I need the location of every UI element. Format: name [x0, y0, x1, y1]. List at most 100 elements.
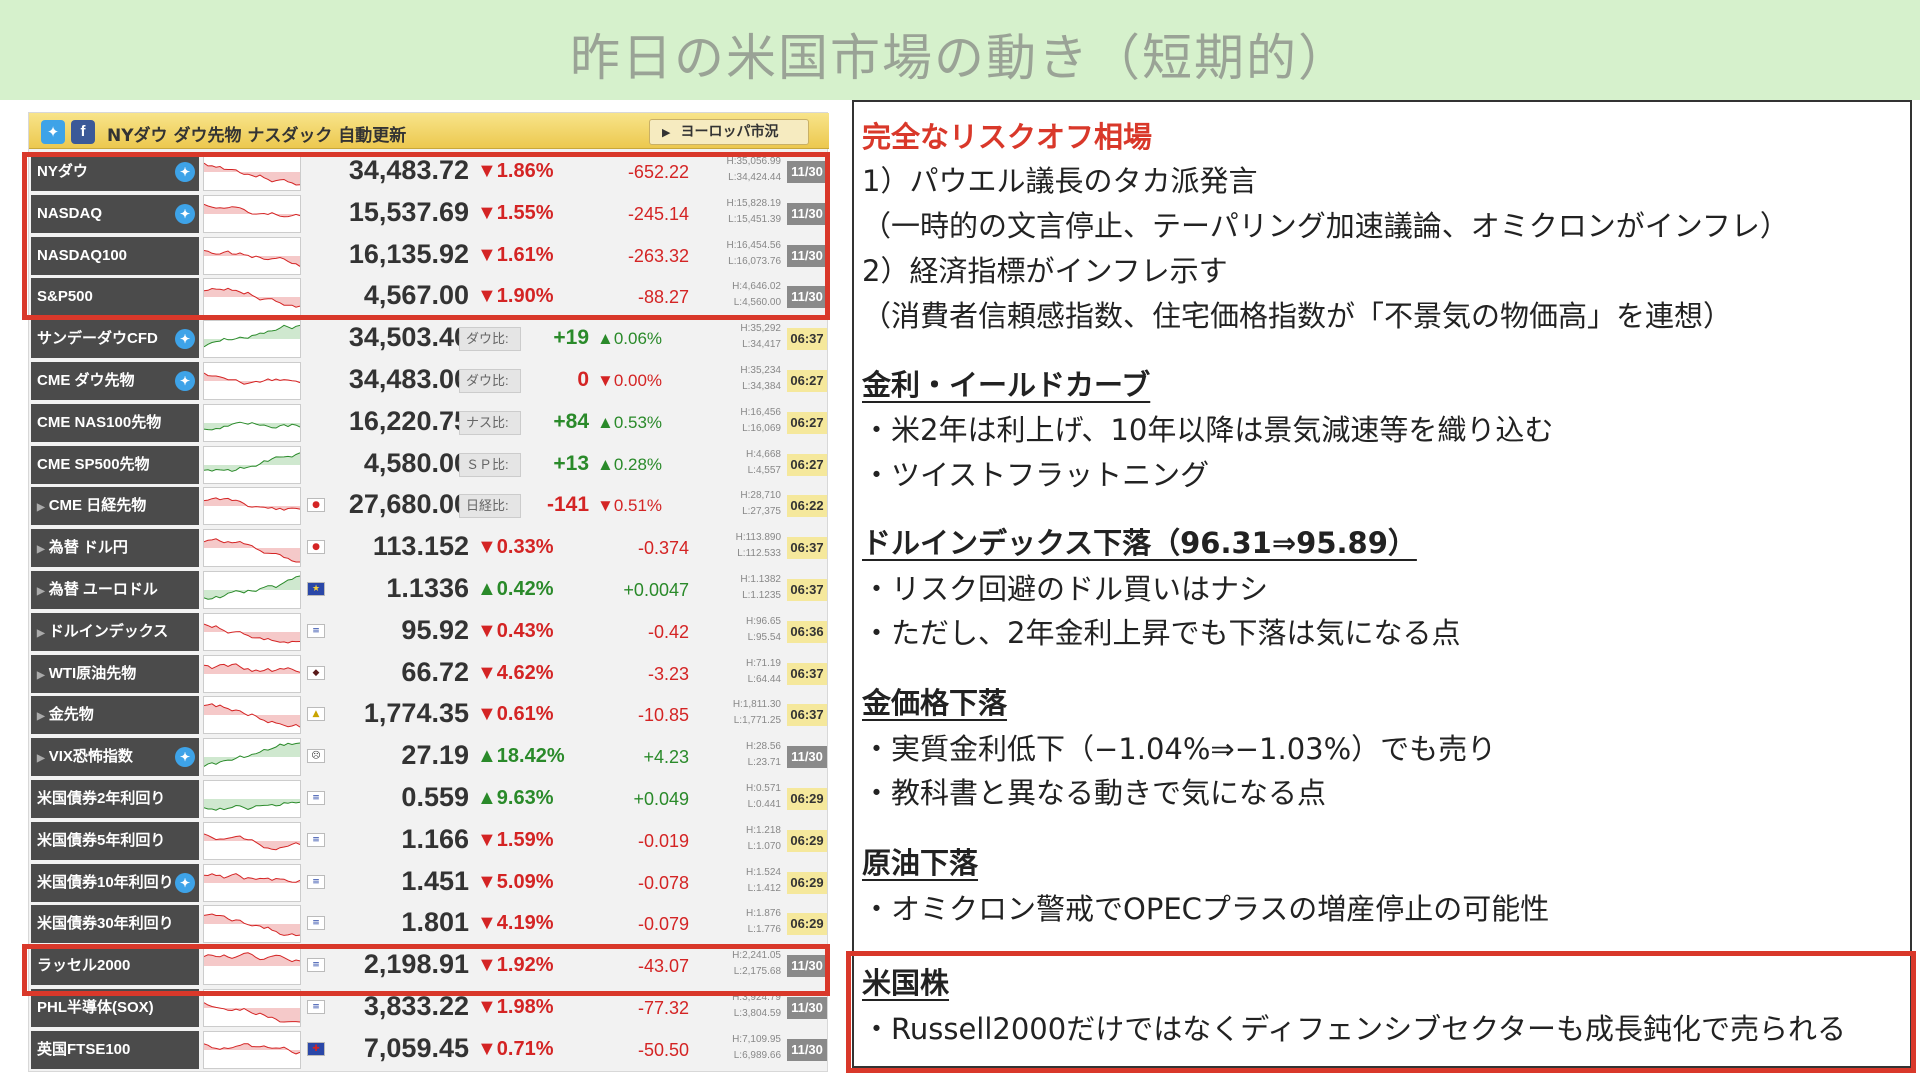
mini-chart[interactable] — [203, 320, 301, 359]
market-name[interactable]: ▶ ドルインデックス — [31, 612, 199, 651]
market-row[interactable]: ▶ CME 日経先物 ● 27,680.00 日経比: -141 ▼0.51% H:28,71… — [29, 485, 829, 527]
high-low: H:3,924.79 L:3,804.59 — [689, 990, 781, 1022]
mini-chart[interactable] — [203, 989, 301, 1027]
mini-chart[interactable] — [203, 738, 301, 777]
market-row[interactable]: S&P500 4,567.00 ▼1.90% -88.27 H:4,646.02 L:4,… — [29, 276, 829, 318]
market-name[interactable]: NASDAQ ✦ — [31, 194, 199, 233]
mini-chart[interactable] — [203, 236, 301, 275]
mini-chart[interactable] — [203, 194, 301, 233]
market-row[interactable]: PHL半導体(SOX) ≡ 3,833.22 ▼1.98% -77.32 H:3,924.… — [29, 987, 829, 1029]
market-row[interactable]: ▶ WTI原油先物 ◆ 66.72 ▼4.62% -3.23 H:71.19 L:64.44 0… — [29, 653, 829, 695]
market-name[interactable]: ▶ 為替 ユーロドル — [31, 571, 199, 609]
low-value: L:1.412 — [747, 882, 781, 894]
diff-value: +19 — [553, 326, 589, 350]
market-name[interactable]: 米国債券5年利回り — [31, 821, 199, 860]
twitter-icon[interactable]: ✦ — [175, 872, 195, 893]
market-row[interactable]: ラッセル2000 ≡ 2,198.91 ▼1.92% -43.07 H:2,241.05 L… — [29, 945, 829, 987]
market-value: 1.801 — [401, 907, 469, 938]
market-name[interactable]: CME ダウ先物 ✦ — [31, 362, 199, 400]
high-low: H:4,668 L:4,557 — [689, 447, 781, 479]
mini-chart[interactable] — [203, 821, 301, 860]
twitter-icon[interactable]: ✦ — [175, 162, 195, 182]
high-low: H:16,456 L:16,069 — [689, 405, 781, 437]
update-time: 11/30 — [787, 746, 827, 769]
market-value: 34,503.40 — [348, 322, 469, 353]
percent-change: ▼0.43% — [477, 619, 554, 642]
market-row[interactable]: ▶ 為替 ユーロドル ★ 1.1336 ▲0.42% +0.0047 H:1.1382 L:1… — [29, 569, 829, 611]
market-name[interactable]: NASDAQ100 — [31, 236, 199, 275]
market-row[interactable]: NASDAQ100 16,135.92 ▼1.61% -263.32 H:16,454.… — [29, 235, 829, 277]
mini-chart[interactable] — [203, 445, 301, 484]
mini-chart[interactable] — [203, 362, 301, 400]
mini-chart[interactable] — [203, 278, 301, 317]
low-value: L:16,069 — [742, 422, 781, 434]
high-value: H:1.876 — [745, 908, 781, 920]
market-row[interactable]: ▶ 為替 ドル円 ● 113.152 ▼0.33% -0.374 H:113.890 L:11… — [29, 527, 829, 569]
market-name[interactable]: ▶ CME 日経先物 — [31, 487, 199, 526]
mini-chart[interactable] — [203, 696, 301, 735]
mini-chart[interactable] — [203, 780, 301, 818]
mini-chart[interactable] — [203, 153, 301, 191]
twitter-icon[interactable]: ✦ — [41, 120, 65, 144]
high-low: H:35,292 L:34,417 — [689, 321, 781, 353]
market-value: 0.559 — [401, 782, 469, 812]
market-row[interactable]: 英国FTSE100 ✚ 7,059.45 ▼0.71% -50.50 H:7,109.95… — [29, 1029, 829, 1071]
mini-chart[interactable] — [203, 487, 301, 526]
mini-chart[interactable] — [203, 947, 301, 986]
mini-chart[interactable] — [203, 905, 301, 944]
market-name[interactable]: S&P500 — [31, 278, 199, 317]
facebook-icon[interactable]: f — [71, 120, 95, 144]
twitter-icon[interactable]: ✦ — [175, 203, 195, 224]
market-row[interactable]: NYダウ ✦ 34,483.72 ▼1.86% -652.22 H:35,056.99 L:… — [29, 151, 829, 193]
market-name[interactable]: サンデーダウCFD ✦ — [31, 320, 199, 359]
market-name[interactable]: ▶ 為替 ドル円 — [31, 529, 199, 568]
market-row[interactable]: CME NAS100先物 16,220.75 ナス比: +84 ▲0.53% H:16,4… — [29, 402, 829, 444]
mini-chart[interactable] — [203, 1030, 301, 1069]
market-value: 27,680.00 — [348, 489, 469, 520]
percent-change: ▼0.33% — [477, 536, 554, 559]
note-heading: ドルインデックス下落（96.31⇒95.89） — [862, 526, 1417, 560]
market-name[interactable]: ▶ 金先物 — [31, 696, 199, 735]
low-value: L:95.54 — [747, 631, 781, 643]
mini-chart[interactable] — [203, 529, 301, 568]
market-row[interactable]: ▶ ドルインデックス ≡ 95.92 ▼0.43% -0.42 H:96.65 L:95.54… — [29, 611, 829, 653]
market-row[interactable]: 米国債券30年利回り ≡ 1.801 ▼4.19% -0.079 H:1.876 L:1.7… — [29, 903, 829, 945]
twitter-icon[interactable]: ✦ — [175, 747, 195, 768]
title-band: 昨日の米国市場の動き（短期的） — [0, 0, 1920, 100]
market-name[interactable]: ラッセル2000 — [31, 947, 199, 986]
market-name[interactable]: 米国債券30年利回り — [31, 905, 199, 944]
market-name-label: 米国債券5年利回り — [37, 831, 166, 849]
market-name[interactable]: 英国FTSE100 — [31, 1030, 199, 1069]
market-row[interactable]: サンデーダウCFD ✦ 34,503.40 ダウ比: +19 ▲0.06% H:35,292… — [29, 318, 829, 360]
mini-chart[interactable] — [203, 571, 301, 609]
oil-flag-icon: ◆ — [307, 665, 325, 680]
market-name[interactable]: 米国債券10年利回り ✦ — [31, 863, 199, 902]
market-row[interactable]: CME ダウ先物 ✦ 34,483.00 ダウ比: 0 ▼0.00% H:35,234 L:3… — [29, 360, 829, 402]
mini-chart[interactable] — [203, 612, 301, 651]
point-change: -77.32 — [637, 998, 689, 1018]
high-low: H:0.571 L:0.441 — [689, 781, 781, 813]
market-row[interactable]: CME SP500先物 4,580.00 ＳＰ比: +13 ▲0.28% H:4,668 L… — [29, 444, 829, 486]
market-row[interactable]: ▶ VIX恐怖指数 ✦ ☹ 27.19 ▲18.42% +4.23 H:28.56 L:23.7… — [29, 736, 829, 778]
market-row[interactable]: 米国債券2年利回り ≡ 0.559 ▲9.63% +0.049 H:0.571 L:0.44… — [29, 778, 829, 820]
sparkline-chart — [203, 162, 301, 186]
market-row[interactable]: ▶ 金先物 ▲ 1,774.35 ▼0.61% -10.85 H:1,811.30 L:1,7… — [29, 694, 829, 736]
market-row[interactable]: 米国債券10年利回り ✦ ≡ 1.451 ▼5.09% -0.078 H:1.524 L:1.… — [29, 862, 829, 904]
market-name[interactable]: ▶ VIX恐怖指数 ✦ — [31, 738, 199, 777]
market-name[interactable]: CME NAS100先物 — [31, 403, 199, 442]
mini-chart[interactable] — [203, 863, 301, 902]
mini-chart[interactable] — [203, 654, 301, 693]
market-name[interactable]: CME SP500先物 — [31, 445, 199, 484]
market-name[interactable]: NYダウ ✦ — [31, 153, 199, 191]
market-name[interactable]: PHL半導体(SOX) — [31, 989, 199, 1027]
mini-chart[interactable] — [203, 403, 301, 442]
low-value: L:4,560.00 — [733, 297, 781, 309]
market-name[interactable]: 米国債券2年利回り — [31, 780, 199, 818]
jp-flag-icon: ● — [307, 540, 325, 555]
europe-market-button[interactable]: ▶ ヨーロッパ市況 — [649, 119, 809, 145]
market-row[interactable]: 米国債券5年利回り ≡ 1.166 ▼1.59% -0.019 H:1.218 L:1.07… — [29, 820, 829, 862]
twitter-icon[interactable]: ✦ — [175, 371, 195, 391]
twitter-icon[interactable]: ✦ — [175, 329, 195, 350]
market-row[interactable]: NASDAQ ✦ 15,537.69 ▼1.55% -245.14 H:15,828.19… — [29, 193, 829, 235]
market-name[interactable]: ▶ WTI原油先物 — [31, 654, 199, 693]
